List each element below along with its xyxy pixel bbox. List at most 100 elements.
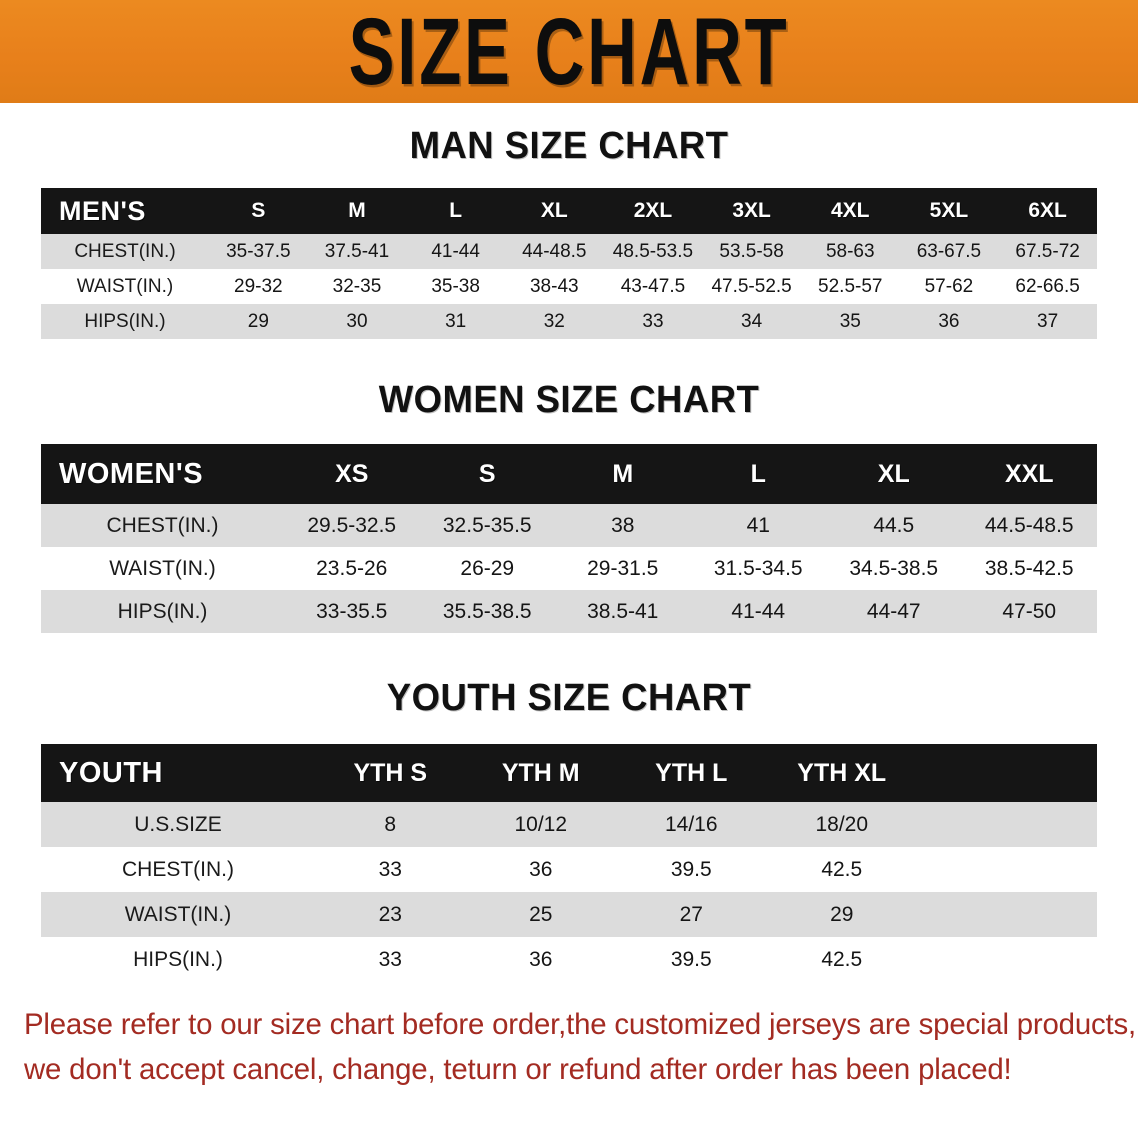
man-size-table: MEN'S S M L XL 2XL 3XL 4XL 5XL 6XL CHEST… (41, 188, 1097, 339)
row-label: WAIST(IN.) (76, 275, 174, 297)
table-row: WAIST(IN.) 29-32 32-35 35-38 38-43 43-47… (41, 269, 1097, 304)
table-cell: 44.5 (873, 513, 915, 537)
table-cell: 29-32 (234, 275, 283, 297)
table-cell: 36 (529, 947, 553, 971)
table-cell: 42.5 (821, 947, 863, 971)
table-cell: 47.5-52.5 (711, 275, 792, 297)
man-size-header: 6XL (1028, 199, 1067, 222)
row-label: U.S.SIZE (134, 812, 222, 836)
table-row: CHEST(IN.) 35-37.5 37.5-41 41-44 44-48.5… (41, 234, 1097, 269)
table-cell: 31 (445, 310, 467, 332)
table-cell: 44.5-48.5 (984, 513, 1074, 537)
youth-table-wrapper: YOUTH YTH S YTH M YTH L YTH XL U.S.SIZE … (41, 744, 1097, 982)
youth-size-header: YTH L (655, 758, 728, 787)
table-row: HIPS(IN.) 33-35.5 35.5-38.5 38.5-41 41-4… (41, 590, 1097, 633)
table-row: WAIST(IN.) 23.5-26 26-29 29-31.5 31.5-34… (41, 547, 1097, 590)
table-row: CHEST(IN.) 33 36 39.5 42.5 (41, 847, 1097, 892)
table-cell: 29.5-32.5 (307, 513, 397, 537)
table-row: HIPS(IN.) 29 30 31 32 33 34 35 36 37 (41, 304, 1097, 339)
table-cell: 57-62 (924, 275, 974, 297)
table-cell: 26-29 (460, 556, 515, 580)
table-cell: 35-37.5 (226, 240, 291, 262)
table-cell: 42.5 (821, 857, 863, 881)
table-cell: 58-63 (825, 240, 875, 262)
row-label: HIPS(IN.) (84, 310, 166, 332)
table-cell: 41-44 (431, 240, 480, 262)
table-cell: 10/12 (514, 812, 568, 836)
table-cell-spacer (917, 847, 1097, 892)
man-size-header: 5XL (929, 199, 969, 222)
table-cell: 43-47.5 (620, 275, 686, 297)
man-size-header: 3XL (732, 199, 771, 222)
women-table-wrapper: WOMEN'S XS S M L XL XXL CHEST(IN.) 29.5-… (41, 444, 1097, 633)
table-cell: 23 (378, 902, 402, 926)
youth-table-body: U.S.SIZE 8 10/12 14/16 18/20 CHEST(IN.) … (41, 802, 1097, 982)
table-cell: 35 (839, 310, 861, 332)
women-header-row: WOMEN'S XS S M L XL XXL (41, 444, 1097, 504)
women-size-table: WOMEN'S XS S M L XL XXL CHEST(IN.) 29.5-… (41, 444, 1097, 633)
table-cell: 33-35.5 (316, 599, 388, 623)
man-size-header: XL (540, 199, 568, 222)
table-cell: 35.5-38.5 (442, 599, 532, 623)
footer-disclaimer: Please refer to our size chart before or… (24, 1002, 1136, 1092)
table-row: U.S.SIZE 8 10/12 14/16 18/20 (41, 802, 1097, 847)
footer-line-2: we don't accept cancel, change, teturn o… (24, 1053, 1012, 1086)
youth-table-head: YOUTH YTH S YTH M YTH L YTH XL (41, 744, 1097, 802)
table-cell: 67.5-72 (1015, 240, 1080, 262)
table-cell: 33 (378, 947, 402, 971)
women-table-body: CHEST(IN.) 29.5-32.5 32.5-35.5 38 41 44.… (41, 504, 1097, 633)
table-cell: 30 (346, 310, 368, 332)
row-label: HIPS(IN.) (117, 599, 208, 623)
table-cell: 38 (611, 513, 635, 537)
table-cell: 48.5-53.5 (612, 240, 694, 262)
row-label: CHEST(IN.) (122, 857, 234, 881)
table-cell: 33 (642, 310, 664, 332)
man-section-title: MAN SIZE CHART (409, 125, 729, 167)
row-label: CHEST(IN.) (74, 240, 176, 262)
page-title: SIZE CHART (348, 0, 790, 104)
table-cell: 47-50 (1002, 599, 1057, 623)
youth-section-title: YOUTH SIZE CHART (386, 677, 752, 719)
youth-size-header: YTH XL (797, 758, 887, 787)
table-cell: 38-43 (529, 275, 579, 297)
table-cell: 62-66.5 (1015, 275, 1080, 297)
table-cell: 37.5-41 (324, 240, 390, 262)
man-size-header: L (449, 199, 463, 222)
table-cell: 63-67.5 (916, 240, 982, 262)
table-cell: 32-35 (332, 275, 382, 297)
table-row: HIPS(IN.) 33 36 39.5 42.5 (41, 937, 1097, 982)
row-label: WAIST(IN.) (109, 556, 216, 580)
man-size-header: S (251, 199, 266, 222)
table-cell: 29 (247, 310, 269, 332)
table-cell: 8 (384, 812, 397, 836)
table-cell: 53.5-58 (719, 240, 784, 262)
table-cell-spacer (917, 802, 1097, 847)
table-row: WAIST(IN.) 23 25 27 29 (41, 892, 1097, 937)
youth-header-row: YOUTH YTH S YTH M YTH L YTH XL (41, 744, 1097, 802)
table-cell: 18/20 (815, 812, 869, 836)
table-cell: 34.5-38.5 (849, 556, 939, 580)
table-cell: 52.5-57 (818, 275, 883, 297)
man-table-head: MEN'S S M L XL 2XL 3XL 4XL 5XL 6XL (41, 188, 1097, 234)
table-cell-spacer (917, 937, 1097, 982)
table-cell: 25 (529, 902, 553, 926)
table-cell: 37 (1037, 310, 1059, 332)
youth-size-table: YOUTH YTH S YTH M YTH L YTH XL U.S.SIZE … (41, 744, 1097, 982)
women-corner-label: WOMEN'S (59, 457, 204, 490)
man-table-body: CHEST(IN.) 35-37.5 37.5-41 41-44 44-48.5… (41, 234, 1097, 339)
man-header-row: MEN'S S M L XL 2XL 3XL 4XL 5XL 6XL (41, 188, 1097, 234)
table-cell: 39.5 (670, 947, 712, 971)
table-cell: 36 (529, 857, 553, 881)
table-cell-spacer (917, 892, 1097, 937)
man-corner-label: MEN'S (59, 195, 146, 226)
table-cell: 38.5-42.5 (984, 556, 1074, 580)
row-label: CHEST(IN.) (106, 513, 219, 537)
youth-header-spacer (917, 744, 1097, 802)
table-cell: 23.5-26 (316, 556, 388, 580)
youth-corner-label: YOUTH (59, 756, 163, 789)
footer-line-1: Please refer to our size chart before or… (24, 1008, 1136, 1041)
youth-size-header: YTH S (353, 758, 428, 787)
table-cell: 27 (679, 902, 703, 926)
row-label: HIPS(IN.) (133, 947, 223, 971)
table-cell: 31.5-34.5 (713, 556, 803, 580)
